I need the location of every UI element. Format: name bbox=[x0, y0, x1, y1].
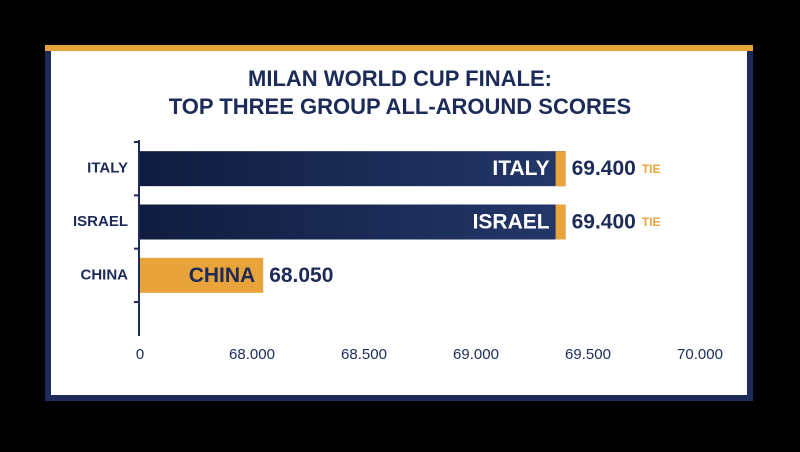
x-tick-label: 0 bbox=[136, 346, 144, 363]
category-label: CHINA bbox=[81, 266, 129, 283]
bar-inner-label: ISRAEL bbox=[473, 211, 550, 234]
bar-cap bbox=[555, 151, 566, 187]
top-stripe bbox=[45, 45, 753, 51]
bar-inner-label: CHINA bbox=[189, 264, 256, 287]
x-tick-label: 68.000 bbox=[229, 346, 275, 363]
value-label: 68.050 bbox=[269, 264, 333, 287]
chart-title: TOP THREE GROUP ALL-AROUND SCORES bbox=[169, 94, 631, 119]
chart-title: MILAN WORLD CUP FINALE: bbox=[248, 66, 552, 91]
value-note: TIE bbox=[642, 162, 661, 176]
bar bbox=[140, 151, 566, 187]
bar bbox=[140, 204, 566, 240]
x-tick-label: 69.500 bbox=[565, 346, 611, 363]
value-label: 69.400 bbox=[572, 211, 636, 234]
category-label: ITALY bbox=[87, 160, 128, 177]
x-tick-label: 69.000 bbox=[453, 346, 499, 363]
category-label: ISRAEL bbox=[73, 213, 128, 230]
value-label: 69.400 bbox=[572, 157, 636, 180]
value-note: TIE bbox=[642, 215, 661, 229]
bar bbox=[140, 257, 264, 293]
x-tick-label: 70.000 bbox=[677, 346, 723, 363]
bar-cap bbox=[555, 204, 566, 240]
bar-inner-label: ITALY bbox=[492, 157, 549, 180]
x-tick-label: 68.500 bbox=[341, 346, 387, 363]
